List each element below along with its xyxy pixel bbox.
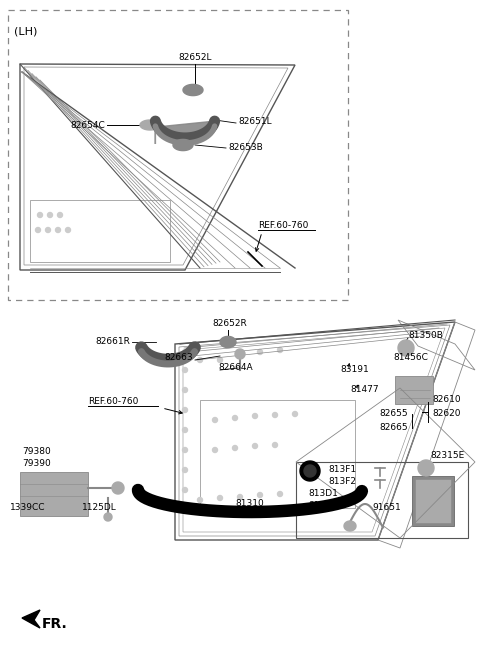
Circle shape: [252, 413, 257, 419]
Text: 813D1: 813D1: [308, 489, 338, 499]
Text: FR.: FR.: [42, 617, 68, 631]
Text: 81350B: 81350B: [408, 331, 443, 340]
Text: 82661R: 82661R: [95, 337, 130, 346]
Polygon shape: [398, 340, 414, 356]
Text: 82610: 82610: [432, 396, 461, 405]
Text: 79390: 79390: [22, 459, 51, 468]
Text: 82315E: 82315E: [430, 451, 464, 461]
Circle shape: [36, 228, 40, 232]
Bar: [415, 479, 451, 523]
Circle shape: [197, 497, 203, 502]
Circle shape: [48, 213, 52, 218]
Polygon shape: [183, 85, 203, 96]
Circle shape: [257, 493, 263, 497]
Text: 813D2: 813D2: [308, 501, 338, 510]
Circle shape: [46, 228, 50, 232]
Polygon shape: [418, 460, 434, 476]
Text: 1339CC: 1339CC: [10, 504, 46, 512]
Text: 79380: 79380: [22, 447, 51, 457]
Circle shape: [232, 415, 238, 420]
Text: 91651: 91651: [372, 504, 401, 512]
Text: 82655: 82655: [379, 409, 408, 419]
Text: 82652R: 82652R: [213, 319, 247, 328]
Text: 82665: 82665: [379, 424, 408, 432]
Polygon shape: [235, 349, 245, 359]
Text: REF.60-760: REF.60-760: [258, 222, 308, 230]
Text: (LH): (LH): [14, 26, 37, 36]
Bar: [296, 462, 468, 538]
Polygon shape: [344, 521, 356, 531]
Bar: [395, 376, 433, 404]
Circle shape: [232, 445, 238, 451]
Text: 82652L: 82652L: [178, 53, 212, 62]
Circle shape: [197, 358, 203, 363]
Circle shape: [37, 213, 43, 218]
Circle shape: [213, 417, 217, 422]
Polygon shape: [104, 513, 112, 521]
Circle shape: [238, 352, 242, 358]
Polygon shape: [22, 610, 40, 628]
Circle shape: [292, 411, 298, 417]
Text: 81477: 81477: [350, 386, 379, 394]
Text: 82620: 82620: [432, 409, 460, 419]
Circle shape: [273, 443, 277, 447]
Circle shape: [182, 428, 188, 432]
Text: REF.60-760: REF.60-760: [88, 398, 138, 407]
Circle shape: [56, 228, 60, 232]
Text: 82651L: 82651L: [238, 117, 272, 127]
Bar: [412, 476, 454, 526]
Circle shape: [182, 367, 188, 373]
Circle shape: [238, 495, 242, 499]
Polygon shape: [112, 482, 124, 494]
Circle shape: [65, 228, 71, 232]
Text: 83191: 83191: [340, 365, 369, 375]
Text: 813F2: 813F2: [328, 478, 356, 487]
Text: 81320: 81320: [235, 512, 264, 520]
Bar: [30, 200, 170, 262]
Circle shape: [273, 413, 277, 417]
Circle shape: [182, 407, 188, 413]
Circle shape: [182, 487, 188, 493]
Bar: [200, 400, 355, 508]
Circle shape: [213, 447, 217, 453]
Text: 81456C: 81456C: [393, 354, 428, 363]
Text: 1125DL: 1125DL: [82, 504, 117, 512]
Circle shape: [217, 358, 223, 363]
Circle shape: [277, 348, 283, 352]
Text: 82663: 82663: [164, 354, 193, 363]
Polygon shape: [304, 465, 316, 477]
Polygon shape: [300, 461, 320, 481]
Polygon shape: [220, 337, 236, 348]
Circle shape: [252, 443, 257, 449]
Text: 813F1: 813F1: [328, 466, 356, 474]
Bar: [20, 472, 88, 516]
Text: 81310: 81310: [235, 499, 264, 508]
Circle shape: [182, 468, 188, 472]
Circle shape: [182, 447, 188, 453]
Circle shape: [257, 350, 263, 354]
Text: 82654C: 82654C: [70, 121, 105, 129]
Text: 82653B: 82653B: [228, 144, 263, 152]
Circle shape: [277, 491, 283, 497]
Polygon shape: [173, 140, 193, 151]
Polygon shape: [156, 121, 215, 144]
Circle shape: [58, 213, 62, 218]
Polygon shape: [140, 120, 160, 130]
Circle shape: [182, 388, 188, 392]
Text: 82664A: 82664A: [218, 363, 252, 373]
Circle shape: [217, 495, 223, 501]
